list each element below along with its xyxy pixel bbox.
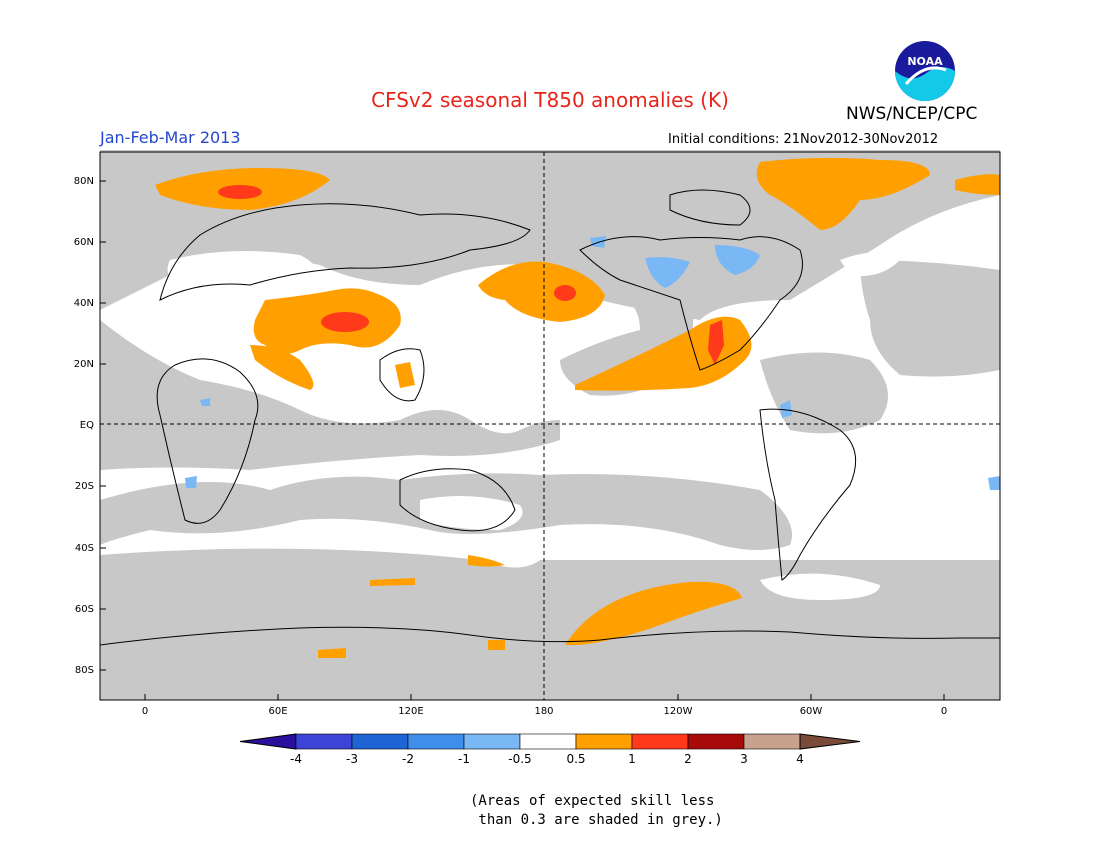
- lat-label: 20N: [74, 359, 94, 370]
- lat-label: 80N: [74, 176, 94, 187]
- colorbar-tick-label: 4: [796, 752, 804, 766]
- lon-labels: 0 60E 120E 180 120W 60W 0: [142, 706, 947, 717]
- colorbar-swatch: [351, 733, 409, 750]
- strong-warm-anomaly-areas: [218, 185, 724, 365]
- lon-label: 0: [941, 706, 947, 717]
- lon-label: 120E: [398, 706, 423, 717]
- colorbar-swatch: [687, 733, 745, 750]
- lon-label: 60W: [800, 706, 823, 717]
- lat-label: 60S: [75, 604, 94, 615]
- lon-ticks: [144, 694, 945, 700]
- low-skill-grey-areas: [100, 150, 1000, 700]
- lat-label: 40N: [74, 298, 94, 309]
- colorbar-tick-label: 1: [628, 752, 636, 766]
- colorbar-swatch: [575, 733, 633, 750]
- colorbar-swatch: [743, 733, 801, 750]
- lon-label: 120W: [664, 706, 693, 717]
- coastlines: [99, 189, 1000, 646]
- white-gaps: [167, 251, 900, 600]
- colorbar-arrow-left: [239, 733, 297, 750]
- map-frame: [99, 151, 1001, 701]
- footnote-line-2: than 0.3 are shaded in grey.): [470, 812, 723, 828]
- colorbar-swatch: [519, 733, 577, 750]
- colorbar-tick-label: -0.5: [508, 752, 531, 766]
- colorbar-swatch: [407, 733, 465, 750]
- lat-label: 40S: [75, 543, 94, 554]
- colorbar-tick-label: 3: [740, 752, 748, 766]
- colorbar-swatch: [463, 733, 521, 750]
- lat-ticks: [100, 180, 106, 671]
- lon-label: 180: [534, 706, 553, 717]
- lon-label: 0: [142, 706, 148, 717]
- colorbar-tick-label: -1: [458, 752, 470, 766]
- colorbar-tick-label: -4: [290, 752, 302, 766]
- lon-label: 60E: [268, 706, 287, 717]
- colorbar-tick-label: -2: [402, 752, 414, 766]
- colorbar-swatch: [295, 733, 353, 750]
- colorbar-labels: -4 -3 -2 -1 -0.5 0.5 1 2 3 4: [290, 752, 804, 766]
- colorbar-tick-label: 2: [684, 752, 692, 766]
- organization-label: NWS/NCEP/CPC: [846, 104, 978, 124]
- lat-label: 20S: [75, 481, 94, 492]
- colorbar-arrow-right: [799, 733, 861, 750]
- period-label: Jan-Feb-Mar 2013: [100, 128, 241, 147]
- noaa-logo: NOAA: [895, 41, 955, 101]
- cool-anomaly-areas: [185, 236, 1000, 490]
- initial-conditions-label: Initial conditions: 21Nov2012-30Nov2012: [668, 132, 939, 147]
- warm-anomaly-areas: [155, 157, 1000, 658]
- lat-labels: 80N 60N 40N 20N EQ 20S 40S 60S 80S: [74, 176, 94, 676]
- logo-text: NOAA: [907, 55, 943, 68]
- colorbar-tick-label: 0.5: [566, 752, 585, 766]
- colorbar-tick-label: -3: [346, 752, 358, 766]
- footnote-line-1: (Areas of expected skill less: [470, 793, 715, 809]
- lat-label: EQ: [80, 420, 94, 431]
- colorbar-swatch: [631, 733, 689, 750]
- footnote: (Areas of expected skill less than 0.3 a…: [470, 792, 723, 830]
- map-title: CFSv2 seasonal T850 anomalies (K): [371, 88, 729, 112]
- colorbar: [239, 733, 861, 750]
- lat-label: 60N: [74, 237, 94, 248]
- lat-label: 80S: [75, 665, 94, 676]
